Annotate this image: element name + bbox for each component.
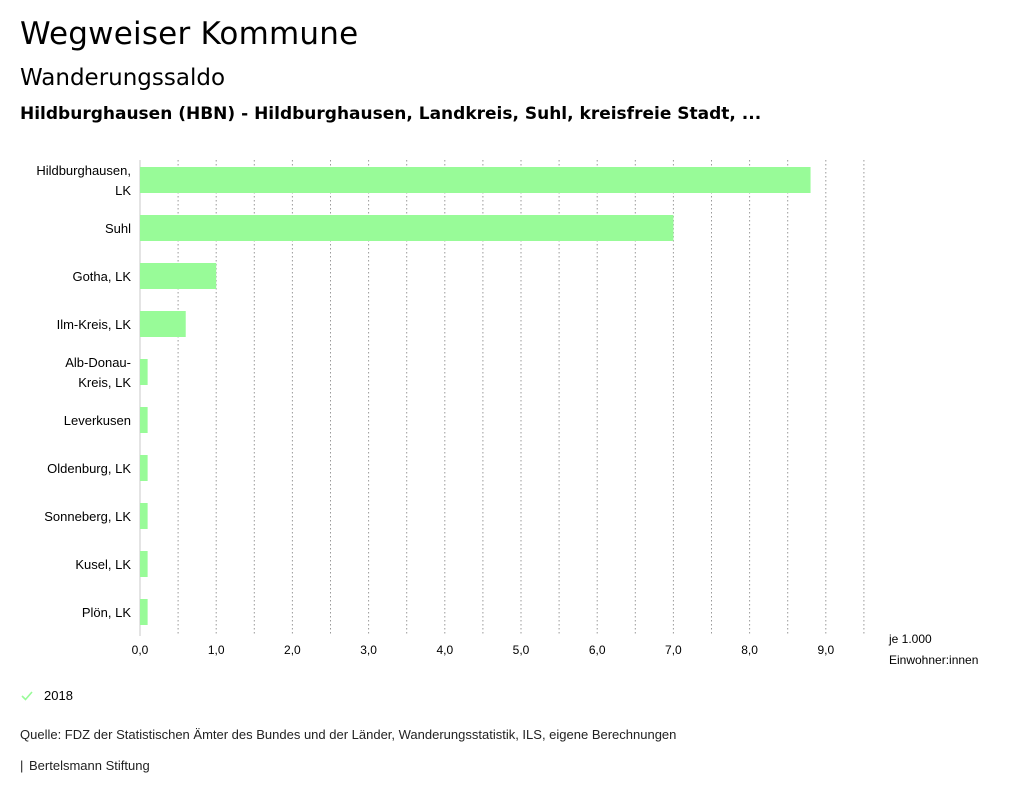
bar xyxy=(140,167,811,193)
x-axis-label: je 1.000 xyxy=(888,632,932,646)
bar xyxy=(140,311,186,337)
source-note: Quelle: FDZ der Statistischen Ämter des … xyxy=(20,727,677,742)
category-label: Oldenburg, LK xyxy=(47,461,131,476)
bar xyxy=(140,551,148,577)
category-label: Suhl xyxy=(105,221,131,236)
x-tick-label: 1,0 xyxy=(208,643,225,657)
x-tick-label: 0,0 xyxy=(132,643,149,657)
category-label: Alb-Donau-Kreis, LK xyxy=(65,355,131,390)
bar xyxy=(140,263,217,289)
category-label: Sonneberg, LK xyxy=(44,509,131,524)
category-label: Leverkusen xyxy=(64,413,131,428)
legend-label: 2018 xyxy=(44,688,73,703)
x-tick-label: 8,0 xyxy=(741,643,758,657)
region-label: Hildburghausen (HBN) - Hildburghausen, L… xyxy=(20,104,762,124)
x-tick-label: 7,0 xyxy=(665,643,682,657)
bar xyxy=(140,599,148,625)
x-tick-label: 9,0 xyxy=(817,643,834,657)
x-axis-label: Einwohner:innen xyxy=(889,653,978,667)
bar xyxy=(140,359,148,385)
publisher-note: | Bertelsmann Stiftung xyxy=(20,758,150,773)
x-tick-label: 5,0 xyxy=(513,643,530,657)
x-tick-label: 6,0 xyxy=(589,643,606,657)
x-tick-label: 3,0 xyxy=(360,643,377,657)
legend[interactable]: 2018 xyxy=(20,688,73,703)
category-label: Ilm-Kreis, LK xyxy=(57,317,132,332)
bar xyxy=(140,407,148,433)
category-label: Plön, LK xyxy=(82,605,131,620)
bar xyxy=(140,503,148,529)
check-icon xyxy=(21,690,33,701)
category-label: Kusel, LK xyxy=(75,557,131,572)
x-tick-label: 4,0 xyxy=(436,643,453,657)
bar xyxy=(140,455,148,481)
x-tick-label: 2,0 xyxy=(284,643,301,657)
category-label: Gotha, LK xyxy=(72,269,131,284)
page-title: Wegweiser Kommune xyxy=(20,16,359,52)
publisher-divider: | xyxy=(20,758,24,773)
publisher-name: Bertelsmann Stiftung xyxy=(29,758,150,773)
category-label: Hildburghausen, LK xyxy=(36,163,131,198)
bar-chart: Hildburghausen, LK Suhl Gotha, LK Ilm-Kreis,… xyxy=(36,160,978,667)
bar xyxy=(140,215,674,241)
chart-subtitle: Wanderungssaldo xyxy=(20,65,226,91)
